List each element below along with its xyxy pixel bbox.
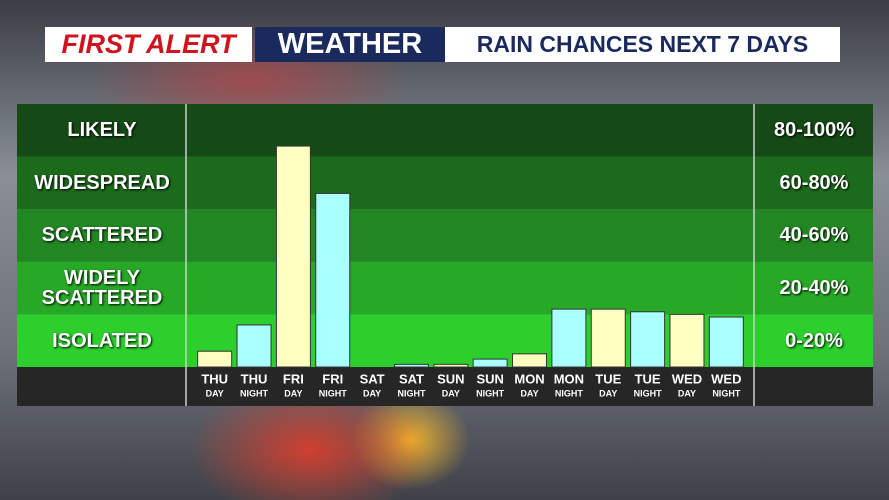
band-label: ISOLATED	[52, 329, 152, 352]
x-tick-sublabel: NIGHT	[712, 388, 741, 398]
x-tick-label: TUE	[635, 371, 661, 386]
bar	[275, 145, 311, 368]
band	[17, 261, 873, 315]
bar	[669, 313, 705, 368]
x-tick-label: SAT	[360, 371, 385, 386]
x-tick-label: FRI	[322, 371, 343, 386]
band-range: 40-60%	[779, 224, 849, 247]
bar	[315, 192, 351, 368]
x-tick-label: WED	[711, 371, 741, 386]
x-tick-label: FRI	[283, 371, 304, 386]
band	[17, 104, 873, 157]
bar	[512, 353, 548, 368]
x-tick-label: THU	[241, 371, 268, 386]
bar	[236, 324, 272, 368]
x-tick-label: MON	[514, 371, 544, 386]
bar	[630, 311, 666, 368]
band-range: 0-20%	[785, 329, 843, 352]
bar	[551, 308, 587, 368]
x-tick-sublabel: DAY	[284, 388, 302, 398]
x-tick-label: SAT	[399, 371, 424, 386]
band-label: WIDELY SCATTERED	[41, 267, 163, 310]
x-tick-sublabel: DAY	[206, 388, 224, 398]
x-tick-sublabel: DAY	[363, 388, 381, 398]
band-label: SCATTERED	[41, 224, 163, 247]
band	[17, 156, 873, 210]
x-tick-label: SUN	[437, 371, 464, 386]
x-tick-sublabel: DAY	[678, 388, 696, 398]
x-tick-sublabel: NIGHT	[476, 388, 505, 398]
bar	[197, 350, 233, 368]
bar	[590, 308, 626, 368]
chart-subtitle: RAIN CHANCES NEXT 7 DAYS	[445, 27, 840, 62]
label-strip	[17, 367, 873, 406]
x-tick-label: TUE	[595, 371, 621, 386]
x-tick-label: MON	[554, 371, 584, 386]
bar	[708, 316, 744, 368]
brand: FIRST ALERT	[45, 27, 252, 62]
chart-title: WEATHER	[255, 27, 445, 62]
x-tick-sublabel: DAY	[442, 388, 460, 398]
band-label: WIDESPREAD	[34, 171, 170, 194]
x-tick-label: THU	[201, 371, 228, 386]
x-tick-sublabel: NIGHT	[634, 388, 663, 398]
x-tick-sublabel: NIGHT	[319, 388, 348, 398]
x-tick-sublabel: NIGHT	[240, 388, 269, 398]
x-tick-sublabel: NIGHT	[555, 388, 584, 398]
band-range: 20-40%	[779, 277, 849, 300]
x-tick-sublabel: NIGHT	[397, 388, 426, 398]
x-tick-sublabel: DAY	[599, 388, 617, 398]
x-tick-sublabel: DAY	[520, 388, 538, 398]
bar	[472, 358, 508, 368]
band	[17, 209, 873, 262]
band-label: LIKELY	[67, 119, 137, 142]
bar	[433, 363, 469, 368]
bar	[393, 363, 429, 368]
band-range: 80-100%	[773, 119, 855, 142]
x-tick-label: WED	[672, 371, 702, 386]
x-tick-label: SUN	[476, 371, 503, 386]
band-range: 60-80%	[779, 171, 849, 194]
